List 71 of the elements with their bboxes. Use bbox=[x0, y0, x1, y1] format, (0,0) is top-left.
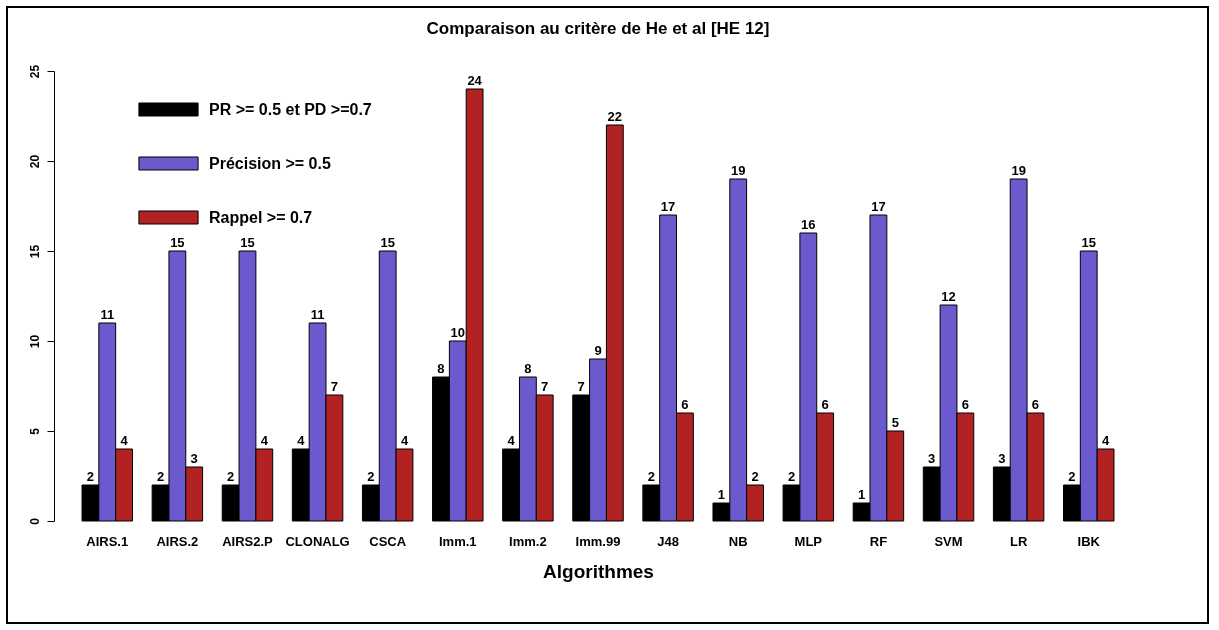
data-label: 4 bbox=[297, 433, 306, 448]
data-label: 10 bbox=[450, 325, 466, 340]
data-label: 2 bbox=[751, 469, 759, 484]
data-label: 7 bbox=[541, 379, 549, 394]
y-tick-label: 10 bbox=[27, 334, 42, 349]
data-label: 12 bbox=[941, 289, 956, 304]
chart-title: Comparaison au critère de He et al [HE 12] bbox=[426, 19, 770, 39]
data-label: 4 bbox=[1101, 433, 1110, 448]
data-label: 7 bbox=[577, 379, 585, 394]
data-label: 2 bbox=[787, 469, 796, 484]
data-label: 15 bbox=[240, 235, 255, 250]
x-tick-label: NB bbox=[728, 533, 748, 549]
data-label: 3 bbox=[998, 451, 1006, 466]
data-label: 9 bbox=[594, 343, 602, 358]
data-label: 17 bbox=[871, 199, 886, 214]
data-label: 19 bbox=[730, 163, 746, 178]
data-label: 15 bbox=[1081, 235, 1096, 250]
data-label: 1 bbox=[857, 487, 866, 502]
x-tick-label: CSCA bbox=[369, 533, 407, 549]
data-label: 2 bbox=[156, 469, 165, 484]
x-tick-label: AIRS2.P bbox=[222, 533, 274, 549]
x-tick-label: MLP bbox=[794, 533, 823, 549]
data-label: 3 bbox=[928, 451, 936, 466]
legend-label: PR >= 0.5 et PD >=0.7 bbox=[209, 100, 372, 118]
x-tick-label: Imm.1 bbox=[439, 533, 477, 549]
data-label: 17 bbox=[660, 199, 676, 214]
x-tick-label: AIRS.1 bbox=[86, 533, 129, 549]
x-tick-label: LR bbox=[1009, 533, 1028, 549]
data-label: 16 bbox=[801, 217, 816, 232]
data-label: 4 bbox=[260, 433, 269, 448]
data-label: 11 bbox=[100, 307, 115, 322]
data-label: 2 bbox=[227, 469, 235, 484]
data-label: 4 bbox=[400, 433, 409, 448]
data-label: 2 bbox=[86, 469, 95, 484]
x-tick-label: Imm.99 bbox=[575, 533, 621, 549]
data-label: 15 bbox=[170, 235, 185, 250]
data-label: 3 bbox=[190, 451, 198, 466]
data-label: 19 bbox=[1011, 163, 1026, 178]
x-axis-title: Algorithmes bbox=[543, 560, 654, 582]
data-label: 8 bbox=[437, 361, 445, 376]
x-tick-label: Imm.2 bbox=[509, 533, 547, 549]
data-label: 7 bbox=[330, 379, 339, 394]
data-label: 15 bbox=[380, 235, 395, 250]
y-tick-label: 5 bbox=[27, 427, 42, 435]
data-label: 6 bbox=[821, 397, 829, 412]
x-tick-label: SVM bbox=[934, 533, 963, 549]
data-label: 6 bbox=[1031, 397, 1040, 412]
y-tick-label: 15 bbox=[27, 244, 42, 259]
x-tick-label: RF bbox=[869, 533, 888, 549]
legend-label: Précision >= 0.5 bbox=[209, 154, 331, 172]
data-label: 24 bbox=[467, 73, 483, 88]
data-label: 4 bbox=[507, 433, 516, 448]
data-label: 8 bbox=[524, 361, 532, 376]
data-label: 22 bbox=[607, 109, 623, 124]
data-label: 2 bbox=[647, 469, 655, 484]
data-label: 11 bbox=[310, 307, 325, 322]
data-label: 2 bbox=[367, 469, 375, 484]
data-label: 1 bbox=[717, 487, 725, 502]
data-label: 4 bbox=[120, 433, 129, 448]
data-label: 6 bbox=[681, 397, 689, 412]
data-label: 5 bbox=[891, 415, 899, 430]
x-tick-label: IBK bbox=[1077, 533, 1101, 549]
x-tick-label: CLONALG bbox=[285, 533, 350, 549]
y-tick-label: 0 bbox=[27, 517, 42, 525]
legend-label: Rappel >= 0.7 bbox=[209, 208, 313, 226]
y-tick-label: 20 bbox=[27, 154, 42, 169]
y-tick-label: 25 bbox=[27, 64, 42, 79]
data-label: 6 bbox=[961, 397, 969, 412]
data-label: 2 bbox=[1068, 469, 1076, 484]
x-tick-label: J48 bbox=[657, 533, 679, 549]
x-tick-label: AIRS.2 bbox=[156, 533, 199, 549]
